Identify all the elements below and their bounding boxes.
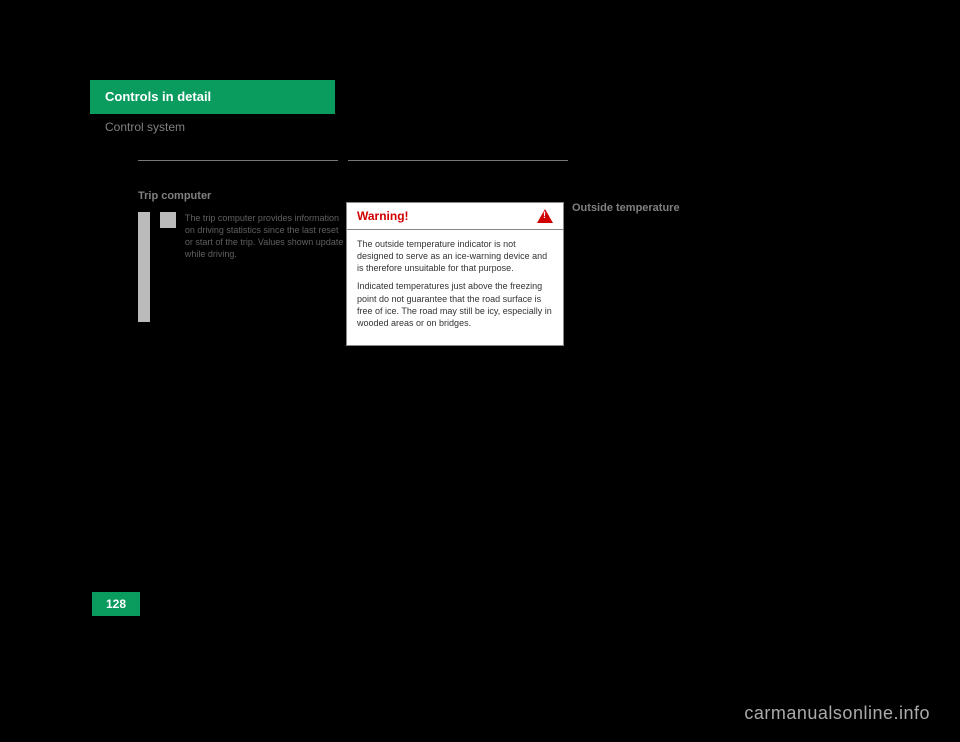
info-icon [160, 212, 176, 228]
warning-triangle-icon [537, 209, 553, 223]
manual-page: Controls in detail Control system Trip c… [90, 80, 870, 322]
watermark-text: carmanualsonline.info [744, 703, 930, 724]
right-col-heading: Outside temperature [572, 202, 680, 214]
warning-label: Warning! [357, 209, 409, 223]
section-subtitle: Control system [105, 120, 870, 134]
warning-header: Warning! [347, 203, 563, 230]
warning-para-2: Indicated temperatures just above the fr… [357, 280, 553, 329]
chapter-tab: Controls in detail [90, 80, 335, 114]
page-number-badge: 128 [92, 592, 140, 616]
info-sidebar-bar [138, 212, 150, 322]
warning-para-1: The outside temperature indicator is not… [357, 238, 553, 274]
rule-col-1 [138, 160, 338, 161]
left-col-heading: Trip computer [138, 190, 870, 202]
column-rules [138, 160, 870, 178]
rule-col-2 [348, 160, 568, 161]
warning-box: Warning! The outside temperature indicat… [346, 202, 564, 346]
warning-body: The outside temperature indicator is not… [347, 230, 563, 345]
chapter-label: Controls in detail [105, 89, 211, 104]
content-area: Trip computer The trip computer provides… [90, 190, 870, 322]
info-text: The trip computer provides information o… [185, 212, 345, 261]
